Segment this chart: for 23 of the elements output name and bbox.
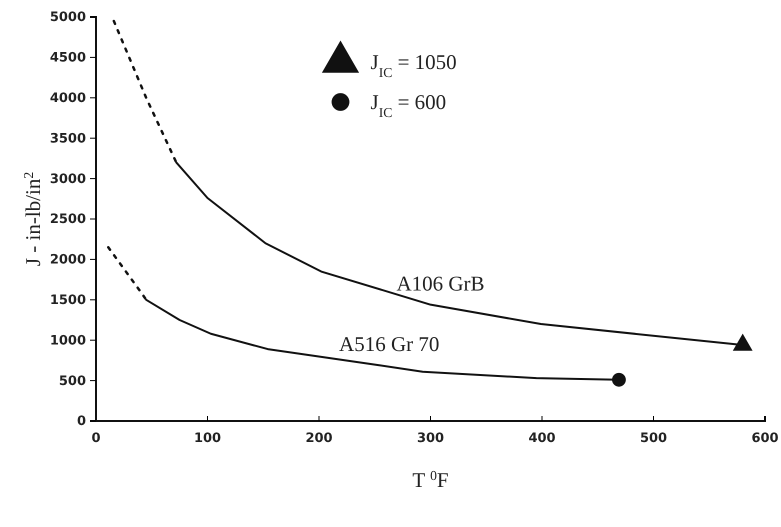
series-label: A516 Gr 70	[339, 332, 440, 356]
y-tick-label: 1000	[50, 333, 86, 348]
x-tick-label: 300	[416, 431, 444, 446]
series-label: A106 GrB	[396, 272, 485, 296]
x-tick-label: 400	[528, 431, 556, 446]
y-tick-label: 4000	[50, 90, 86, 106]
y-tick-label: 1500	[50, 292, 86, 308]
y-tick-label: 5000	[50, 10, 86, 26]
y-tick-label: 4500	[50, 50, 86, 66]
y-tick-label: 2500	[50, 212, 86, 228]
legend-label: J$_{IC}$ = 600	[370, 90, 446, 120]
x-tick-label: 500	[640, 431, 668, 446]
y-tick-label: 3500	[50, 131, 86, 146]
x-tick-label: 0	[91, 431, 101, 446]
legend-label: J$_{IC}$ = 1050	[370, 50, 457, 80]
y-tick-label: 0	[76, 414, 86, 430]
x-tick-label: 600	[751, 431, 779, 446]
y-tick-label: 2000	[50, 252, 86, 268]
x-axis-title: T $^{0}$F	[412, 468, 449, 492]
x-tick-label: 200	[305, 431, 333, 446]
x-tick-label: 100	[194, 431, 222, 446]
y-tick-label: 500	[58, 374, 86, 389]
y-tick-label: 3000	[50, 172, 86, 187]
